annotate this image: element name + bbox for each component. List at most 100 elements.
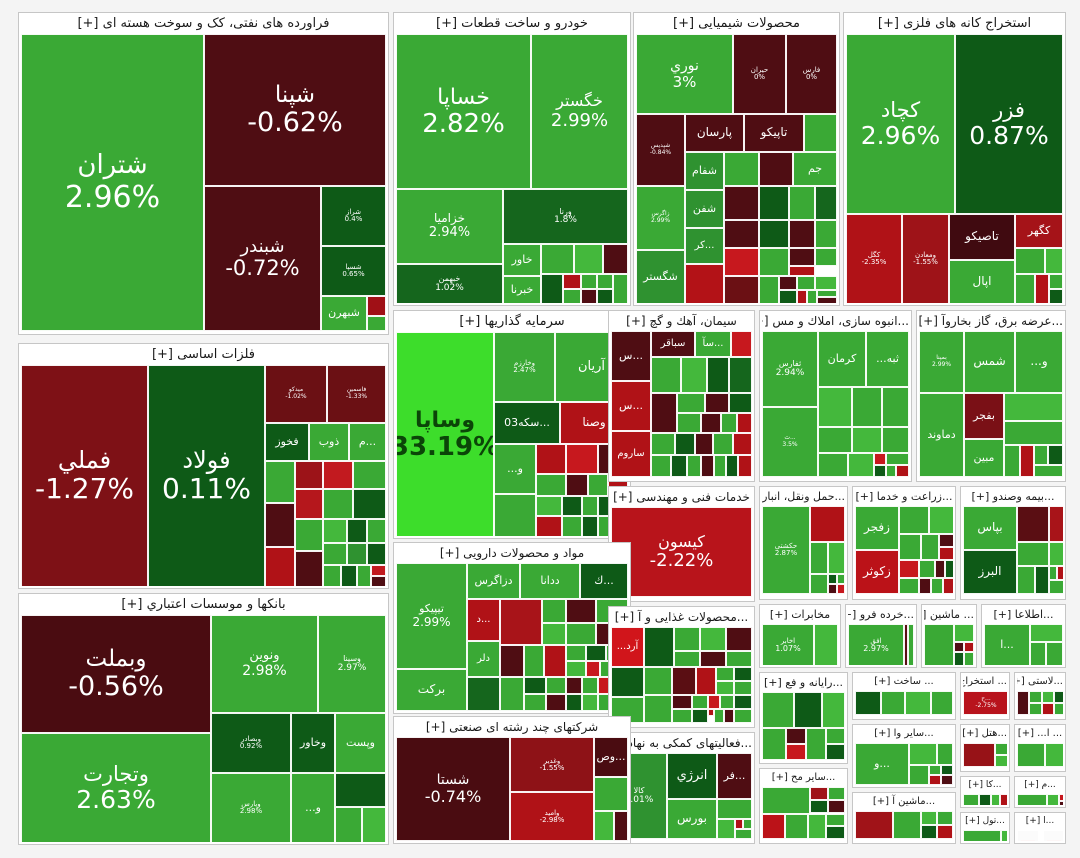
tile-transport-small-2[interactable] [828, 542, 845, 574]
tile-machinery-b-small-1[interactable] [893, 811, 921, 839]
tile-computer-small-8[interactable] [826, 744, 845, 760]
tile-other-products-small-0[interactable] [762, 787, 810, 814]
tile-agriculture-small-10[interactable] [899, 578, 919, 594]
tile-bourse[interactable]: بورس [667, 799, 717, 839]
tile-barekat[interactable]: برکت [396, 669, 467, 711]
tile-base-metals-small-1[interactable] [265, 503, 295, 547]
tile-banks-small-2[interactable] [362, 807, 386, 842]
tile-chemicals-small-6[interactable] [789, 186, 815, 220]
tile-banks-small-0[interactable] [335, 773, 386, 807]
tile-other-products-small-5[interactable] [828, 787, 845, 800]
tile-chemicals-small-24[interactable] [807, 290, 817, 303]
tile-pharma-small-28[interactable] [582, 694, 598, 711]
tile-metal-ores-small-2[interactable] [1015, 274, 1035, 303]
tile-machinery-small-4[interactable] [954, 652, 964, 665]
tile-rubber-small-3[interactable] [1054, 691, 1063, 703]
tile-investments-small-7[interactable] [494, 494, 536, 536]
sector-title-agriculture[interactable]: ...زراعت و خدما [+] [855, 490, 953, 503]
tile-vepost[interactable]: وپست [335, 713, 386, 773]
tile-chemicals-small-23[interactable] [797, 290, 807, 303]
tile-pharma-small-6[interactable] [566, 623, 596, 645]
sector-title-oil-products[interactable]: فراورده های نفتی، کک و سوخت هسته ای [+] [77, 16, 330, 31]
tile-rubber-small-6[interactable] [1054, 703, 1063, 715]
tile-metal-ores-small-1[interactable] [1045, 248, 1063, 274]
tile-chemicals-small-8[interactable] [724, 220, 759, 248]
sector-title-computer[interactable]: ...رایانه و فع [+] [764, 676, 843, 689]
tile-retail-small-0[interactable] [904, 624, 908, 665]
tile-fars[interactable]: فارس 0% [786, 34, 837, 114]
tile-khesapa[interactable]: خساپا 2.82% [396, 34, 531, 189]
tile-machinery-small-3[interactable] [964, 642, 974, 652]
tile-base-metals-small-16[interactable] [367, 543, 386, 565]
tile-chemicals-small-21[interactable] [815, 276, 837, 290]
sector-title-insurance[interactable]: ...بیمه وصندو [+] [971, 490, 1055, 503]
tile-machinery-b-small-2[interactable] [921, 811, 937, 825]
tile-femeli[interactable]: فملي -1.27% [21, 365, 148, 586]
tile-other-products-small-1[interactable] [762, 814, 785, 839]
tile-auto-parts-small-1[interactable] [574, 244, 603, 274]
tile-pharma-small-21[interactable] [566, 677, 582, 694]
tile-agriculture-small-8[interactable] [935, 560, 945, 578]
sector-title-retail[interactable]: ...خرده فرو [+] [848, 608, 914, 621]
tile-food-small-18[interactable] [692, 695, 708, 709]
tile-misc-tol-small-0[interactable] [963, 830, 1001, 841]
tile-agriculture-small-6[interactable] [899, 560, 919, 578]
tile-sarom[interactable]: ساروم [611, 431, 651, 477]
tile-agriculture-small-7[interactable] [919, 560, 935, 578]
tile-kegel[interactable]: کگل -2.35% [846, 214, 902, 303]
tile-conglomerates-small-1[interactable] [594, 811, 614, 841]
tile-misc-ka-small-0[interactable] [963, 794, 979, 805]
tile-misc-a-small-1[interactable] [1045, 743, 1063, 767]
tile-far[interactable]: ...فر [717, 753, 752, 799]
tile-zob[interactable]: ذوب [309, 423, 349, 461]
tile-kachad[interactable]: کچاد 2.96% [846, 34, 955, 214]
tile-utilities-small-0[interactable] [1004, 393, 1063, 421]
tile-insurance-small-3[interactable] [1049, 542, 1063, 566]
tile-shespa[interactable]: شسپا 0.65% [321, 246, 386, 296]
tile-auto-parts-small-6[interactable] [581, 274, 597, 289]
tile-utilities-small-6[interactable] [1034, 465, 1063, 477]
tile-chemicals-small-19[interactable] [779, 276, 797, 290]
tile-misc-m-small-3[interactable] [1059, 801, 1063, 805]
tile-pharma-small-22[interactable] [582, 677, 598, 694]
tile-cement-small-17[interactable] [733, 433, 752, 455]
sector-title-misc-m[interactable]: ...م [+] [1024, 780, 1056, 790]
tile-agriculture-small-12[interactable] [931, 578, 943, 594]
tile-jam[interactable]: جم [793, 152, 837, 186]
tile-hiran[interactable]: حيران 0% [733, 34, 786, 114]
tile-dezagros[interactable]: دزاگرس [467, 563, 520, 599]
tile-machinery-small-2[interactable] [954, 642, 964, 652]
tile-other-products-small-7[interactable] [808, 814, 826, 839]
tile-cement-small-3[interactable] [707, 357, 729, 393]
tile-exchange-aux-small-2[interactable] [735, 819, 743, 829]
tile-cement-small-7[interactable] [705, 393, 729, 413]
sector-title-extraction[interactable]: ... استخراج [+] [963, 676, 1007, 687]
tile-tipico[interactable]: تیپیکو 2.99% [396, 563, 467, 669]
tile-misc-ka-small-2[interactable] [991, 794, 1000, 805]
tile-shabandar[interactable]: شبندر -0.72% [204, 186, 321, 331]
tile-shegostar[interactable]: شگستر [636, 250, 685, 303]
tile-computer-small-7[interactable] [826, 728, 845, 744]
tile-cement-small-0[interactable] [731, 331, 752, 357]
tile-chemicals-small-14[interactable] [759, 248, 789, 276]
tile-cement-small-5[interactable] [651, 393, 677, 433]
tile-base-metals-small-15[interactable] [347, 543, 367, 565]
tile-agriculture-small-2[interactable] [899, 534, 921, 560]
tile-chemicals-small-10[interactable] [724, 276, 759, 303]
sector-title-construction[interactable]: ... ساخت [+] [874, 676, 934, 687]
tile-vekhavar[interactable]: وخاور [291, 713, 335, 773]
tile-food-small-12[interactable] [716, 667, 734, 681]
tile-food-small-0[interactable] [644, 627, 674, 667]
tile-transport-small-7[interactable] [837, 584, 845, 594]
tile-shafam[interactable]: شفام [685, 152, 724, 190]
sector-title-other-fin[interactable]: ...سایر وا [+] [874, 728, 934, 739]
tile-mim[interactable]: ...م [349, 423, 386, 461]
tile-deler[interactable]: دلر [467, 641, 500, 677]
tile-transport-small-0[interactable] [810, 506, 845, 542]
tile-other-fin-small-3[interactable] [929, 765, 941, 775]
tile-sabaqer[interactable]: سباقر [651, 331, 695, 357]
tile-foulad[interactable]: فولاد 0.11% [148, 365, 265, 586]
tile-base-metals-small-19[interactable] [357, 565, 371, 586]
tile-cement-small-6[interactable] [677, 393, 705, 413]
tile-khebahman[interactable]: خبهمن 1.02% [396, 264, 503, 303]
